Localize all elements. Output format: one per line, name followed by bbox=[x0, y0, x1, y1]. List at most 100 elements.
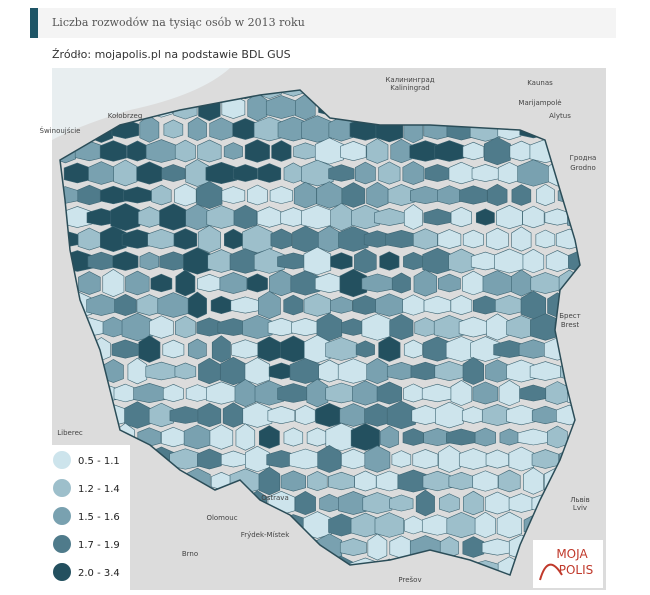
region bbox=[211, 335, 231, 363]
region bbox=[163, 119, 184, 139]
region bbox=[338, 226, 369, 252]
region bbox=[303, 293, 331, 317]
place-label: Brno bbox=[182, 550, 198, 558]
place-label: Świnoujście bbox=[40, 126, 81, 135]
region bbox=[314, 137, 344, 165]
region bbox=[412, 449, 439, 469]
region bbox=[209, 424, 234, 450]
region bbox=[330, 296, 353, 314]
logo-text: MOJA bbox=[556, 547, 588, 561]
place-label: Львів bbox=[570, 496, 590, 504]
region bbox=[139, 251, 160, 271]
region bbox=[271, 140, 292, 162]
logo-mark bbox=[539, 563, 563, 581]
region bbox=[391, 450, 412, 468]
region bbox=[247, 92, 268, 122]
legend-swatch bbox=[53, 479, 71, 497]
region bbox=[354, 248, 377, 274]
region bbox=[301, 159, 334, 187]
region bbox=[330, 202, 353, 232]
region bbox=[197, 402, 222, 428]
region bbox=[316, 181, 343, 209]
region bbox=[102, 268, 125, 297]
place-label: Olomouc bbox=[206, 514, 237, 522]
region bbox=[242, 402, 273, 428]
region bbox=[162, 383, 184, 403]
region bbox=[151, 184, 172, 206]
region bbox=[402, 294, 425, 316]
region bbox=[246, 273, 268, 293]
region bbox=[463, 490, 484, 516]
region bbox=[511, 184, 532, 206]
region bbox=[434, 140, 465, 162]
region bbox=[508, 446, 535, 472]
region bbox=[187, 117, 207, 141]
region bbox=[244, 357, 271, 385]
region bbox=[223, 142, 243, 160]
place-label: Гродна bbox=[570, 154, 597, 162]
region bbox=[386, 400, 416, 430]
place-label: Брест bbox=[559, 312, 580, 320]
region bbox=[568, 249, 580, 273]
region bbox=[162, 339, 185, 359]
region bbox=[242, 224, 273, 254]
region bbox=[378, 336, 401, 362]
region bbox=[522, 205, 545, 229]
place-label: Ostrava bbox=[261, 494, 289, 502]
region bbox=[389, 494, 414, 512]
region bbox=[175, 269, 196, 297]
region bbox=[448, 161, 475, 185]
sea bbox=[52, 68, 230, 140]
place-label: Lviv bbox=[573, 504, 587, 512]
region bbox=[403, 204, 423, 230]
legend-swatch bbox=[53, 451, 71, 469]
source: Źródło: mojapolis.pl na podstawie BDL GU… bbox=[52, 48, 291, 61]
region bbox=[175, 315, 196, 339]
region bbox=[328, 164, 355, 182]
legend-label: 1.7 - 1.9 bbox=[78, 540, 120, 551]
region bbox=[531, 449, 559, 469]
legend-swatch bbox=[53, 535, 71, 553]
region bbox=[280, 470, 306, 492]
legend-swatch bbox=[53, 507, 71, 525]
region bbox=[339, 538, 367, 556]
region bbox=[486, 227, 509, 251]
region bbox=[283, 427, 304, 447]
region bbox=[523, 467, 544, 495]
place-label: Grodno bbox=[570, 164, 596, 172]
region bbox=[379, 251, 400, 271]
region bbox=[366, 358, 389, 384]
region bbox=[511, 226, 532, 252]
region bbox=[439, 493, 460, 513]
region bbox=[235, 423, 256, 451]
place-label: Prešov bbox=[398, 576, 421, 584]
region bbox=[474, 427, 496, 447]
header-bar bbox=[30, 8, 616, 38]
region bbox=[354, 161, 376, 185]
region bbox=[258, 466, 281, 496]
region bbox=[258, 425, 280, 449]
region bbox=[413, 269, 438, 297]
legend-label: 1.5 - 1.6 bbox=[78, 512, 120, 523]
region bbox=[258, 290, 281, 320]
region bbox=[253, 248, 285, 274]
region bbox=[78, 271, 101, 295]
region bbox=[462, 141, 485, 161]
region bbox=[450, 380, 473, 406]
region bbox=[197, 448, 222, 470]
region bbox=[462, 536, 485, 558]
region bbox=[437, 229, 462, 249]
region bbox=[307, 471, 328, 491]
region bbox=[247, 184, 268, 206]
region bbox=[498, 469, 521, 493]
region bbox=[340, 141, 367, 161]
region bbox=[149, 315, 174, 339]
region bbox=[306, 378, 329, 408]
region bbox=[450, 295, 473, 315]
region bbox=[303, 246, 332, 276]
region bbox=[257, 163, 282, 183]
region bbox=[536, 183, 555, 207]
region bbox=[174, 362, 197, 380]
region bbox=[402, 161, 425, 185]
